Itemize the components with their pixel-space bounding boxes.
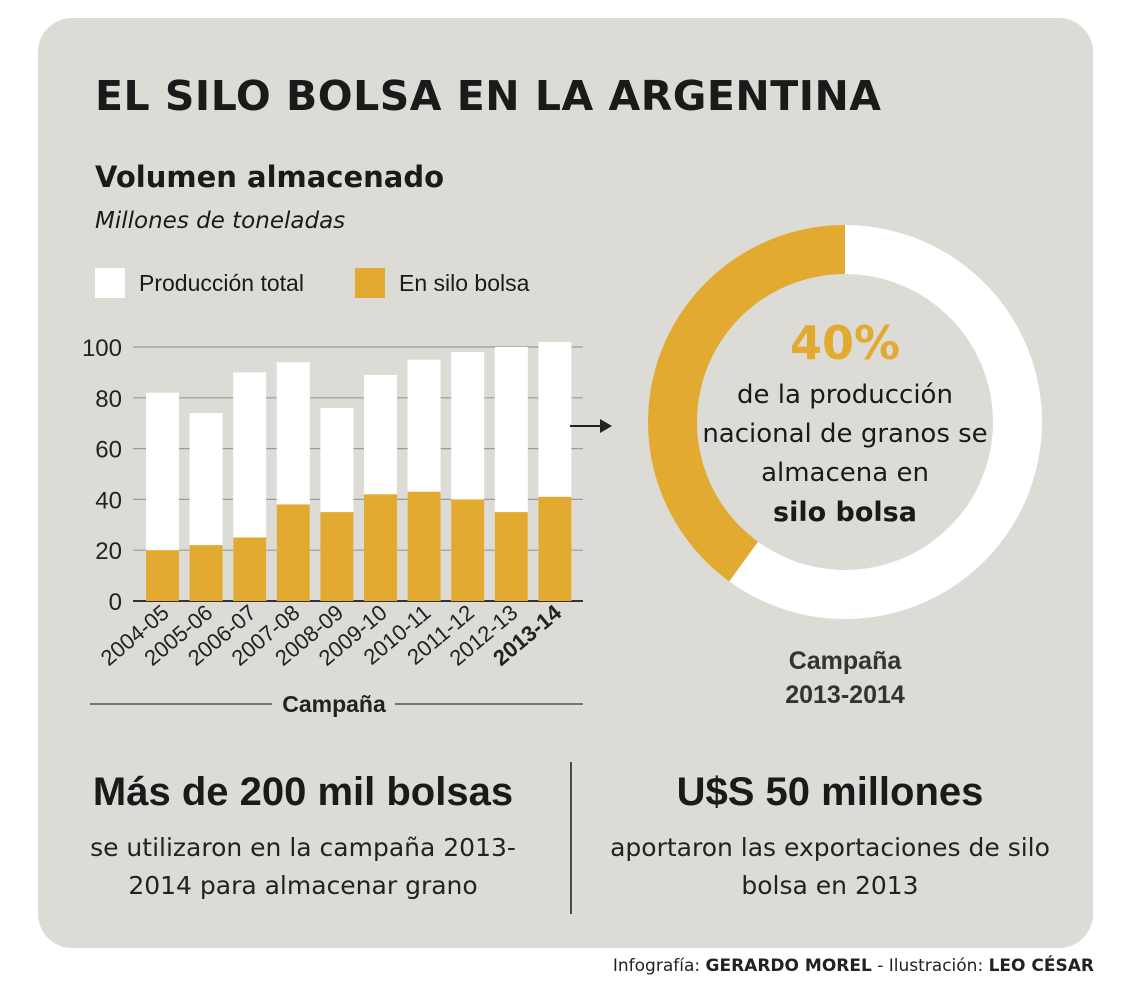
chart-bars bbox=[146, 341, 572, 601]
legend-item-silo: En silo bolsa bbox=[355, 268, 529, 298]
fact-bags-text: se utilizaron en la campaña 2013-2014 pa… bbox=[90, 833, 516, 900]
donut-highlight: silo bolsa bbox=[773, 497, 917, 528]
donut-description-text: de la producción nacional de granos se a… bbox=[702, 380, 988, 488]
arrow-icon bbox=[570, 419, 612, 433]
chart-title: Volumen almacenado bbox=[95, 160, 445, 194]
bar-silo bbox=[494, 512, 528, 601]
legend-label-silo: En silo bolsa bbox=[399, 269, 530, 296]
bar-silo bbox=[189, 545, 223, 601]
chart-subtitle: Millones de toneladas bbox=[95, 208, 346, 234]
y-tick-label: 60 bbox=[95, 437, 122, 464]
infographic-title: EL SILO BOLSA EN LA ARGENTINA bbox=[95, 72, 882, 120]
credits-ilustracion-label: Ilustración: bbox=[888, 956, 984, 976]
bar-silo bbox=[538, 496, 572, 601]
fact-exports-headline: U$S 50 millones bbox=[676, 770, 984, 814]
credits-separator: - bbox=[877, 956, 884, 976]
legend-swatch-total bbox=[95, 268, 125, 298]
bar-silo bbox=[146, 550, 179, 601]
facts-divider bbox=[570, 762, 572, 914]
y-tick-label: 40 bbox=[95, 487, 122, 514]
donut-caption: Campaña 2013-2014 bbox=[720, 644, 970, 712]
donut-description: de la producción nacional de granos se a… bbox=[700, 376, 990, 532]
y-tick-label: 80 bbox=[95, 386, 122, 413]
bar-silo bbox=[276, 504, 310, 601]
donut-percentage: 40% bbox=[789, 316, 901, 370]
credits: Infografía: GERARDO MOREL - Ilustración:… bbox=[613, 956, 1094, 976]
fact-bags-headline: Más de 200 mil bolsas bbox=[92, 770, 514, 814]
x-axis-title: Campaña bbox=[282, 691, 386, 717]
donut-caption-line1: Campaña bbox=[788, 647, 902, 675]
donut-caption-line2: 2013-2014 bbox=[785, 681, 905, 709]
y-tick-label: 0 bbox=[109, 589, 122, 616]
fact-bags: Más de 200 mil bolsas se utilizaron en l… bbox=[63, 770, 543, 905]
donut-chart bbox=[648, 225, 1042, 619]
legend-swatch-silo bbox=[355, 268, 385, 298]
bar-silo bbox=[320, 512, 354, 601]
arrow-head bbox=[600, 419, 612, 433]
credits-ilustracion-name: LEO CÉSAR bbox=[988, 956, 1094, 976]
legend-label-total: Producción total bbox=[139, 269, 304, 296]
bar-silo bbox=[233, 537, 267, 601]
credits-infografia-label: Infografía: bbox=[612, 956, 701, 976]
y-tick-label: 20 bbox=[95, 538, 122, 565]
bar-silo bbox=[407, 491, 441, 601]
fact-exports: U$S 50 millones aportaron las exportacio… bbox=[590, 770, 1070, 905]
y-tick-label: 100 bbox=[82, 335, 122, 362]
donut-slice-rest bbox=[729, 225, 1042, 619]
bar-silo bbox=[451, 499, 485, 601]
bar-silo bbox=[364, 494, 397, 601]
legend-item-total: Producción total bbox=[95, 268, 304, 298]
donut-slice-silo bbox=[648, 225, 845, 582]
fact-exports-text: aportaron las exportaciones de silo bols… bbox=[610, 833, 1050, 900]
credits-infografia-name: GERARDO MOREL bbox=[705, 956, 872, 976]
